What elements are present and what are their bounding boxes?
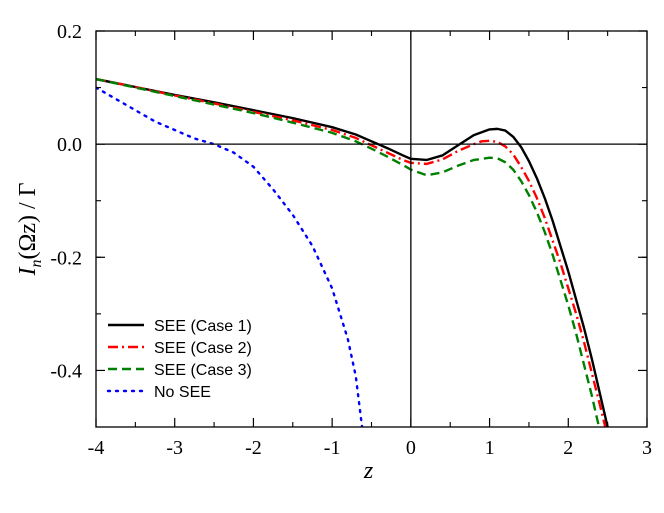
series-line-2 [96, 77, 607, 427]
legend-label-2: SEE (Case 2) [154, 340, 252, 357]
x-axis-label: z [363, 458, 374, 484]
legend: SEE (Case 1) SEE (Case 2) SEE (Case 3) No S… [106, 318, 252, 401]
y-tick-label: 0.2 [57, 21, 82, 43]
y-tick-label: 0.0 [57, 134, 82, 156]
x-tick-label: -4 [88, 437, 105, 459]
series-line-1 [96, 77, 609, 427]
axes: -4 -3 -2 -1 0 1 2 3 -0.4 -0.2 0.0 0.2 z In(Ωz) / Γ [15, 21, 652, 484]
x-tick-label: 0 [406, 437, 416, 459]
series-line-3 [96, 77, 601, 427]
x-tick-label: 2 [563, 437, 573, 459]
x-tick-label: 1 [485, 437, 495, 459]
legend-label-4: No SEE [154, 384, 211, 401]
legend-label-3: SEE (Case 3) [154, 362, 252, 379]
series-line-4 [96, 86, 364, 427]
x-tick-label: -3 [166, 437, 183, 459]
y-axis-label: In(Ωz) / Γ [15, 182, 45, 276]
y-tick-label: -0.2 [50, 247, 82, 269]
x-tick-label: 3 [642, 437, 652, 459]
plot-area [96, 77, 609, 427]
legend-label-1: SEE (Case 1) [154, 318, 252, 335]
series-group [96, 77, 609, 427]
y-tick-label: -0.4 [50, 360, 82, 382]
x-tick-label: -1 [324, 437, 341, 459]
x-tick-label: -2 [245, 437, 262, 459]
